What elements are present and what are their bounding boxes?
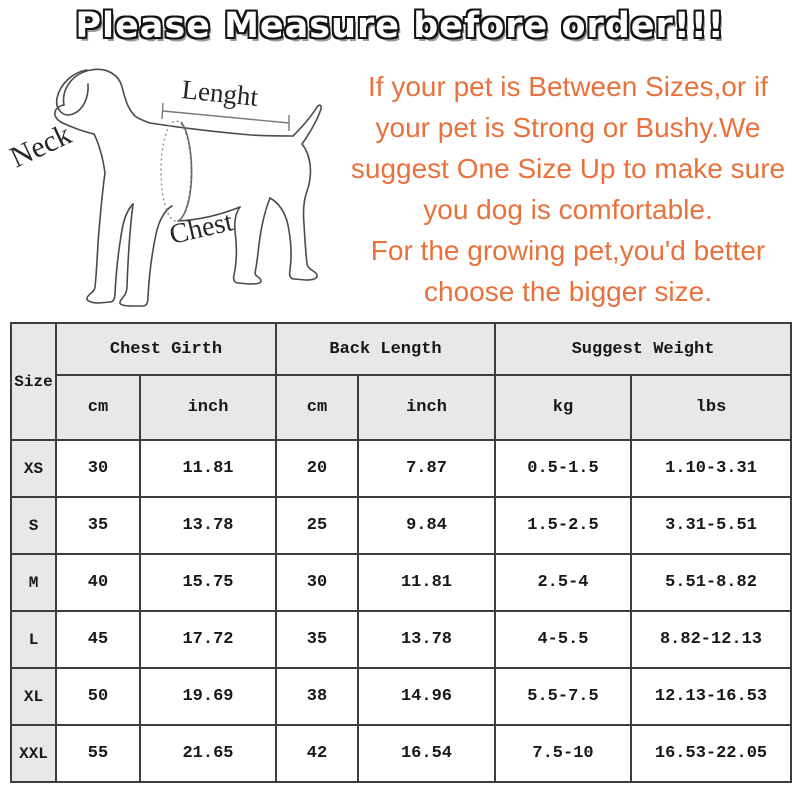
suggest-weight-header: Suggest Weight <box>493 322 793 376</box>
size-chart-table: Size Chest Girth Back Length Suggest Wei… <box>10 322 793 783</box>
table-row-l: L 45 17.72 35 13.78 4-5.5 8.82-12.13 <box>10 610 793 669</box>
neck-label: Neck <box>5 118 76 175</box>
back-inch-cell: 7.87 <box>357 439 496 498</box>
page-title: Please Measure before order!!! <box>75 6 725 46</box>
size-column-header: Size <box>10 322 57 441</box>
back-inch-cell: 16.54 <box>357 724 496 783</box>
size-cell: XS <box>10 439 57 498</box>
weight-kg-cell: 0.5-1.5 <box>494 439 632 498</box>
dog-measurement-diagram: Lenght Neck Chest <box>5 68 322 307</box>
chest-cm-unit: cm <box>55 374 141 441</box>
table-row-xs: XS 30 11.81 20 7.87 0.5-1.5 1.10-3.31 <box>10 439 793 498</box>
chest-inch-cell: 21.65 <box>139 724 277 783</box>
weight-kg-cell: 1.5-2.5 <box>494 496 632 555</box>
weight-kg-unit: kg <box>494 374 632 441</box>
back-cm-cell: 35 <box>275 610 359 669</box>
back-cm-cell: 30 <box>275 553 359 612</box>
weight-lbs-cell: 12.13-16.53 <box>629 667 793 726</box>
chest-inch-cell: 19.69 <box>139 667 277 726</box>
weight-lbs-cell: 16.53-22.05 <box>629 724 793 783</box>
chest-girth-header: Chest Girth <box>55 322 277 376</box>
size-cell: S <box>10 496 57 555</box>
table-row-xxl: XXL 55 21.65 42 16.54 7.5-10 16.53-22.05 <box>10 724 793 783</box>
length-measure-line <box>161 102 290 131</box>
weight-kg-cell: 4-5.5 <box>494 610 632 669</box>
size-cell: XL <box>10 667 57 726</box>
chest-cm-cell: 50 <box>55 667 141 726</box>
length-label: Lenght <box>180 74 260 112</box>
back-inch-unit: inch <box>357 374 496 441</box>
weight-lbs-unit: lbs <box>629 374 793 441</box>
table-row-xl: XL 50 19.69 38 14.96 5.5-7.5 12.13-16.53 <box>10 667 793 726</box>
chest-inch-cell: 13.78 <box>139 496 277 555</box>
chest-cm-cell: 30 <box>55 439 141 498</box>
table-row-m: M 40 15.75 30 11.81 2.5-4 5.51-8.82 <box>10 553 793 612</box>
dog-outline-icon <box>54 68 322 307</box>
back-inch-cell: 13.78 <box>357 610 496 669</box>
table-group-header-row: Size Chest Girth Back Length Suggest Wei… <box>10 322 793 441</box>
size-cell: L <box>10 610 57 669</box>
weight-lbs-cell: 1.10-3.31 <box>629 439 793 498</box>
sizing-advice-text: If your pet is Between Sizes,or if your … <box>350 71 786 307</box>
size-cell: XXL <box>10 724 57 783</box>
chest-inch-cell: 11.81 <box>139 439 277 498</box>
chest-inch-cell: 17.72 <box>139 610 277 669</box>
weight-kg-cell: 2.5-4 <box>494 553 632 612</box>
chest-cm-cell: 55 <box>55 724 141 783</box>
back-cm-unit: cm <box>275 374 359 441</box>
table-unit-header-row: cm inch cm inch kg lbs <box>11 374 793 441</box>
back-inch-cell: 14.96 <box>357 667 496 726</box>
weight-lbs-cell: 5.51-8.82 <box>629 553 793 612</box>
size-cell: M <box>10 553 57 612</box>
back-cm-cell: 42 <box>275 724 359 783</box>
table-row-s: S 35 13.78 25 9.84 1.5-2.5 3.31-5.51 <box>10 496 793 555</box>
weight-kg-cell: 7.5-10 <box>494 724 632 783</box>
chest-inch-cell: 15.75 <box>139 553 277 612</box>
chest-cm-cell: 40 <box>55 553 141 612</box>
chest-inch-unit: inch <box>139 374 277 441</box>
back-cm-cell: 38 <box>275 667 359 726</box>
back-cm-cell: 25 <box>275 496 359 555</box>
back-length-header: Back Length <box>275 322 496 376</box>
chest-girth-band <box>178 121 193 222</box>
weight-lbs-cell: 8.82-12.13 <box>629 610 793 669</box>
back-cm-cell: 20 <box>275 439 359 498</box>
weight-lbs-cell: 3.31-5.51 <box>629 496 793 555</box>
weight-kg-cell: 5.5-7.5 <box>494 667 632 726</box>
back-inch-cell: 11.81 <box>357 553 496 612</box>
chest-cm-cell: 45 <box>55 610 141 669</box>
chest-label: Chest <box>167 206 236 251</box>
back-inch-cell: 9.84 <box>357 496 496 555</box>
chest-cm-cell: 35 <box>55 496 141 555</box>
